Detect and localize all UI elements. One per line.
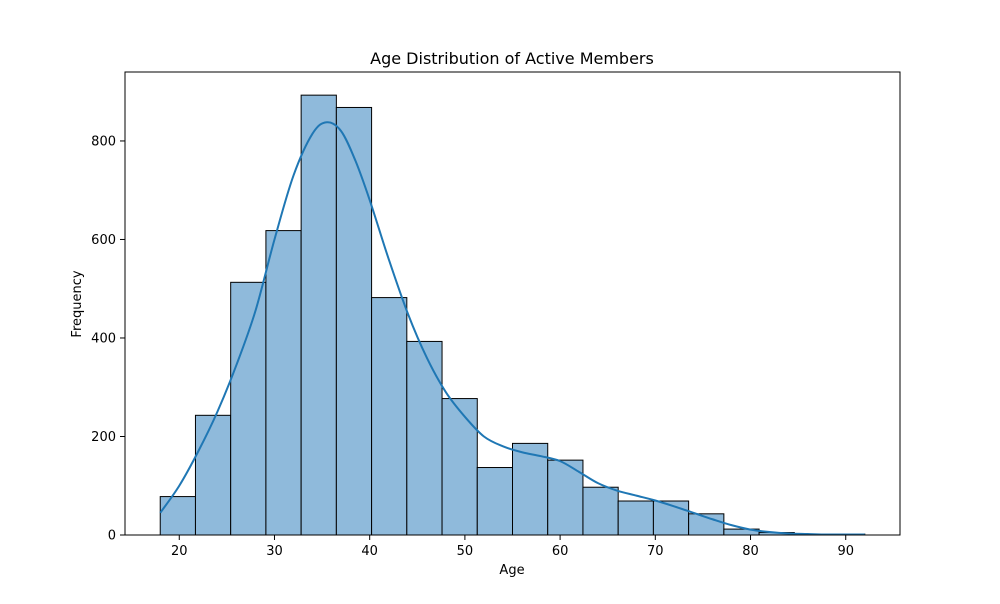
histogram-bar-1 [159,496,196,536]
chart-title: Age Distribution of Active Members [370,49,654,68]
plot-frame [124,71,901,536]
y-tick-label: 600 [91,233,116,248]
y-axis-label: Frequency [70,270,85,337]
histogram-bar-9 [441,398,478,536]
y-axis: 0 200 400 600 800 [91,134,125,544]
histogram-bar-7 [371,297,408,536]
x-tick-label: 20 [171,544,188,559]
kde-layer [159,121,865,536]
x-tick-label: 30 [266,544,283,559]
x-tick-label: 50 [457,544,474,559]
histogram-bar-5 [300,94,337,536]
x-tick-label: 40 [361,544,378,559]
x-tick-label: 70 [647,544,664,559]
x-tick-label: 80 [742,544,759,559]
x-axis: 20 30 40 50 60 70 80 90 [171,535,854,559]
y-tick-label: 200 [91,430,116,445]
bars-layer [159,94,866,536]
histogram-bar-12 [547,459,584,536]
histogram-bar-10 [476,467,514,536]
histogram-bar-4 [265,230,302,536]
kde-curve [159,121,865,536]
y-tick-label: 0 [108,529,116,544]
histogram-bar-13 [582,486,619,536]
histogram-bar-14 [617,500,654,536]
x-tick-label: 90 [837,544,854,559]
histogram-bar-3 [230,281,267,536]
histogram-bar-2 [194,414,232,536]
histogram-bar-8 [406,340,443,536]
y-tick-label: 800 [91,134,116,149]
x-axis-label: Age [499,563,524,578]
x-tick-label: 60 [552,544,569,559]
histogram-bar-11 [512,442,549,536]
y-tick-label: 400 [91,331,116,346]
histogram-bar-6 [335,106,373,536]
